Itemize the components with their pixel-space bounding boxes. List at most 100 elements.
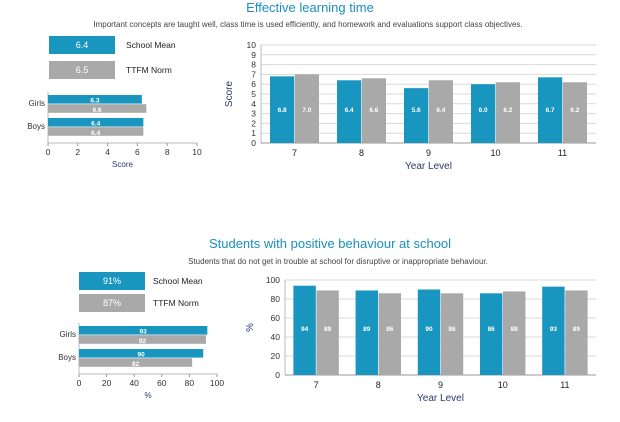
v2-y-tick-label: 60 — [271, 313, 281, 323]
v1-bar — [471, 84, 496, 143]
v1-bar-value-label: 6.8 — [278, 107, 287, 114]
v2-bar-value-label: 89 — [573, 326, 581, 333]
v2-bar-value-label: 93 — [550, 326, 558, 333]
v1-y-tick-label: 4 — [251, 99, 256, 109]
v1-bar — [404, 88, 429, 143]
v2-bar-value-label: 86 — [386, 326, 394, 333]
v1-category-label: 8 — [359, 148, 364, 158]
h2-x-tick-label: 100 — [210, 378, 224, 388]
ttfm-norm-value-box-2: 87% — [79, 294, 145, 312]
v2-bar — [417, 289, 441, 375]
h1-bar — [48, 118, 144, 127]
school-mean-legend-label-2: School Mean — [153, 276, 203, 286]
v2-y-axis-title: % — [245, 323, 256, 332]
h2-bar-value-label: 93 — [140, 329, 148, 336]
v1-bar — [428, 80, 453, 143]
v1-bar-value-label: 6.0 — [479, 107, 488, 114]
v1-category-label: 10 — [490, 148, 500, 158]
ttfm-norm-legend-label: TTFM Norm — [126, 65, 172, 75]
v2-bar-value-label: 90 — [425, 326, 433, 333]
section-2-subtitle: Students that do not get in trouble at s… — [188, 257, 488, 266]
h2-x-axis-title: % — [144, 391, 151, 400]
v2-y-tick-label: 20 — [271, 351, 281, 361]
v1-bar-value-label: 7.0 — [302, 107, 311, 114]
h2-x-tick-label: 60 — [157, 378, 167, 388]
ttfm-norm-legend-label-2: TTFM Norm — [153, 298, 199, 308]
h1-bar-value-label: 6.4 — [91, 130, 100, 137]
ttfm-norm-value-box: 6.5 — [49, 61, 115, 79]
v2-y-tick-label: 0 — [275, 370, 280, 380]
v2-bar-value-label: 89 — [363, 326, 371, 333]
v2-bar — [565, 290, 588, 375]
h2-category-label: Boys — [58, 353, 76, 362]
h1-bar — [48, 104, 147, 113]
v1-y-tick-label: 7 — [251, 69, 256, 79]
v2-category-label: 11 — [560, 380, 569, 390]
h2-bar — [79, 335, 206, 344]
v2-category-label: 9 — [438, 380, 443, 390]
v1-bar — [495, 82, 520, 143]
v1-y-tick-label: 5 — [251, 89, 256, 99]
v1-bar-value-label: 6.2 — [503, 107, 512, 114]
v2-y-tick-label: 80 — [271, 294, 281, 304]
h1-category-label: Boys — [27, 122, 45, 131]
v1-bar-value-label: 5.6 — [412, 107, 421, 114]
v2-x-axis-title: Year Level — [417, 393, 464, 404]
h2-x-tick-label: 40 — [129, 378, 139, 388]
v1-bar — [270, 76, 295, 143]
v1-y-tick-label: 6 — [251, 79, 256, 89]
h1-category-label: Girls — [29, 99, 45, 108]
v1-bar — [562, 82, 587, 143]
section-2-title: Students with positive behaviour at scho… — [208, 236, 452, 251]
v2-category-label: 10 — [498, 380, 508, 390]
v1-y-axis-title: Score — [224, 81, 235, 108]
h1-x-tick-label: 4 — [105, 147, 110, 157]
h2-x-tick-label: 80 — [185, 378, 195, 388]
h2-bar-value-label: 92 — [139, 338, 147, 345]
h1-bar — [48, 95, 142, 104]
h1-bar — [48, 127, 144, 136]
h1-x-tick-label: 8 — [165, 147, 170, 157]
h1-bar-value-label: 6.4 — [91, 121, 100, 128]
h2-bar — [79, 358, 193, 367]
v2-bar — [440, 293, 464, 375]
h2-bar — [79, 326, 208, 335]
v2-bar — [316, 290, 339, 375]
v1-y-tick-label: 3 — [251, 109, 256, 119]
section-1-subtitle: Important concepts are taught well, clas… — [93, 20, 523, 29]
v2-bar — [355, 290, 378, 375]
v1-y-tick-label: 0 — [251, 138, 256, 148]
v1-bar — [294, 74, 319, 143]
h2-x-tick-label: 0 — [77, 378, 82, 388]
v1-y-tick-label: 1 — [251, 128, 256, 138]
v1-category-label: 11 — [558, 148, 567, 158]
h2-bar-value-label: 90 — [137, 352, 145, 359]
v1-y-tick-label: 9 — [251, 50, 256, 60]
v2-bar — [378, 293, 402, 375]
v1-bar-value-label: 6.7 — [546, 107, 555, 114]
v1-category-label: 9 — [426, 148, 431, 158]
h2-bar — [79, 349, 204, 358]
h2-x-tick-label: 20 — [102, 378, 112, 388]
school-mean-value-box-2: 91% — [79, 272, 145, 290]
v2-bar — [479, 293, 503, 375]
h1-bar-value-label: 6.3 — [90, 98, 99, 105]
v1-bar — [337, 80, 362, 143]
h1-bar-value-label: 6.6 — [93, 107, 102, 114]
v1-y-tick-label: 8 — [251, 60, 256, 70]
h1-x-axis-title: Score — [112, 160, 133, 169]
h1-x-tick-label: 2 — [75, 147, 80, 157]
v2-bar-value-label: 94 — [301, 326, 309, 333]
v2-y-tick-label: 100 — [266, 275, 280, 285]
v2-bar-value-label: 88 — [511, 326, 519, 333]
v1-y-tick-label: 2 — [251, 118, 256, 128]
h1-x-tick-label: 6 — [135, 147, 140, 157]
section-1-title: Effective learning time — [246, 0, 374, 15]
v1-x-axis-title: Year Level — [405, 161, 452, 172]
school-mean-legend-label: School Mean — [126, 40, 176, 50]
v1-bar-value-label: 6.2 — [570, 107, 579, 114]
v2-bar-value-label: 89 — [324, 326, 332, 333]
h1-x-tick-label: 10 — [192, 147, 202, 157]
v2-bar-value-label: 86 — [488, 326, 496, 333]
v1-category-label: 7 — [292, 148, 297, 158]
